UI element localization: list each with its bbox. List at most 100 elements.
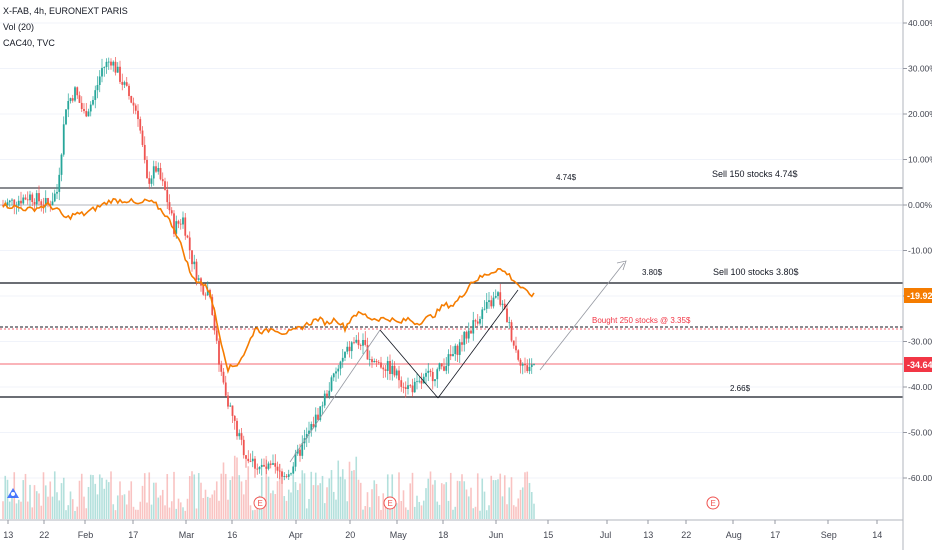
volume-bar: [418, 501, 421, 519]
volume-bar: [33, 485, 36, 519]
volume-bar: [121, 495, 124, 519]
time-axis-label: Mar: [179, 530, 195, 540]
volume-bar: [422, 500, 425, 519]
candle-body: [134, 105, 137, 111]
volume-bar: [330, 470, 333, 519]
price-axis-label: -30.00%: [908, 337, 932, 347]
candle-body: [155, 166, 157, 172]
volume-bar: [402, 490, 405, 519]
candle-body: [474, 320, 477, 322]
candle-body: [218, 340, 220, 365]
candle-body: [177, 221, 180, 224]
candle-body: [395, 370, 398, 376]
volume-bar: [200, 482, 202, 519]
sell150-price-label: 4.74$: [556, 173, 577, 182]
volume-bar: [344, 479, 346, 519]
volume-bar: [276, 481, 279, 519]
volume-bar: [125, 504, 128, 519]
candle-body: [238, 433, 241, 437]
volume-bar: [332, 491, 335, 519]
volume-bar: [337, 460, 340, 519]
candle-body: [431, 371, 434, 382]
volume-bar: [265, 455, 268, 519]
volume-bar: [465, 489, 468, 519]
candle-body: [213, 314, 216, 331]
volume-bar: [319, 483, 322, 519]
volume-bar: [434, 480, 436, 519]
candle-body: [508, 322, 511, 324]
volume-bar: [510, 477, 513, 519]
candle-body: [35, 193, 38, 205]
volume-bar: [267, 476, 270, 519]
volume-bar: [105, 479, 108, 519]
candle-body: [436, 369, 439, 380]
volume-bar: [366, 492, 369, 519]
candle-body: [4, 205, 7, 206]
candle-body: [157, 167, 160, 172]
symbol-title[interactable]: X-FAB, 4h, EURONEXT PARIS: [3, 6, 128, 16]
candle-body: [382, 367, 385, 370]
volume-bar: [220, 473, 223, 519]
price-axis-label: 10.00%: [908, 155, 932, 165]
candle-body: [366, 344, 369, 360]
candle-body: [38, 193, 40, 202]
volume-bar: [164, 505, 166, 519]
candle-body: [301, 443, 304, 456]
volume-bar: [299, 483, 301, 519]
candle-body: [67, 100, 70, 110]
volume-bar: [98, 474, 101, 519]
compare-badge-text: -19.92%: [907, 291, 932, 301]
volume-bar: [236, 457, 238, 519]
volume-bar: [391, 474, 394, 519]
candle-body: [112, 61, 115, 66]
candle-body: [83, 108, 85, 112]
time-axis[interactable]: 13 22 Feb 17 Mar 16 Apr 20 May 18 Jun 15 Jul 13 22 Aug 1…: [0, 519, 903, 540]
volume-bar: [227, 499, 229, 519]
volume-bar: [481, 478, 484, 519]
candle-body: [78, 95, 81, 103]
candle-body: [305, 433, 308, 439]
price-axis[interactable]: 40.00%30.00%20.00%10.00%0.00%-10.00%-20.…: [902, 0, 932, 550]
tradingview-logo-icon[interactable]: [5, 485, 21, 501]
candle-body: [386, 360, 389, 371]
compare-symbol-label[interactable]: CAC40, TVC: [3, 38, 55, 48]
candle-body: [281, 471, 283, 477]
candle-body: [494, 296, 497, 298]
candle-body: [236, 420, 238, 437]
candle-body: [452, 354, 454, 357]
volume-bar: [249, 505, 252, 519]
volume-bar: [317, 485, 319, 519]
volume-bar: [263, 497, 265, 519]
candle-body: [107, 61, 110, 63]
volume-indicator-label[interactable]: Vol (20): [3, 22, 35, 32]
volume-bar: [474, 506, 477, 519]
price-axis-label: -60.00%: [908, 473, 932, 483]
volume-bar: [71, 499, 74, 519]
candle-body: [317, 414, 319, 420]
volume-bar: [173, 471, 175, 519]
volume-bar: [272, 490, 274, 519]
candle-body: [398, 370, 400, 381]
volume-bar: [204, 489, 207, 519]
candle-body: [497, 292, 499, 297]
candle-body: [184, 217, 187, 236]
candle-body: [26, 199, 29, 201]
sell100-price-label: 3.80$: [642, 268, 663, 277]
sell150-label: Sell 150 stocks 4.74$: [712, 169, 798, 179]
candle-body: [312, 424, 315, 428]
time-axis-label: 13: [3, 530, 13, 540]
candle-body: [242, 439, 245, 456]
volume-bar: [326, 487, 328, 519]
volume-bar: [22, 480, 25, 519]
volume-bar: [193, 474, 196, 519]
candle-body: [254, 458, 256, 469]
candle-body: [402, 386, 405, 388]
volume-bar: [526, 471, 529, 519]
candle-body: [285, 476, 288, 477]
earnings-event-label: E: [388, 499, 393, 508]
candle-body: [179, 223, 182, 225]
candle-body: [384, 369, 387, 371]
candle-body: [517, 350, 520, 360]
volume-bar: [373, 480, 376, 519]
